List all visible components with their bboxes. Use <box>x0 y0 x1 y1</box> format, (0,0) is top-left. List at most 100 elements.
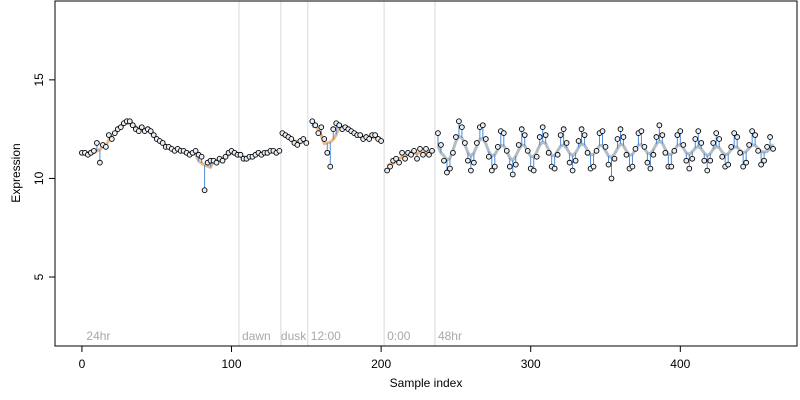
data-point <box>276 147 283 154</box>
data-point <box>468 167 474 174</box>
data-point <box>560 126 567 132</box>
data-point <box>650 151 657 158</box>
fit-lines <box>81 122 775 169</box>
data-point <box>485 153 492 160</box>
y-tick-label: 10 <box>32 171 46 185</box>
data-point <box>372 132 378 138</box>
data-point <box>378 138 384 144</box>
data-point <box>237 151 244 158</box>
data-point <box>569 167 576 174</box>
data-point <box>617 126 624 132</box>
data-point <box>551 165 558 172</box>
data-point <box>605 161 612 168</box>
data-point <box>150 132 157 138</box>
data-point <box>716 136 723 142</box>
x-tick-label: 100 <box>222 357 242 371</box>
data-point <box>324 149 331 156</box>
data-point <box>662 149 669 156</box>
data-point <box>686 165 693 172</box>
data-point <box>303 140 310 146</box>
y-axis-label: Expression <box>9 143 23 202</box>
data-point <box>728 144 735 150</box>
data-point <box>536 134 543 140</box>
data-point <box>312 122 319 129</box>
data-point <box>710 140 717 146</box>
phase-label: 48hr <box>438 329 462 343</box>
data-point <box>423 146 429 152</box>
x-axis-label: Sample index <box>390 376 463 390</box>
data-point <box>545 149 552 156</box>
data-point <box>620 134 627 140</box>
phase-label: 0:00 <box>387 329 411 343</box>
data-point <box>761 157 767 164</box>
data-point <box>402 155 408 162</box>
data-point <box>680 142 687 148</box>
x-tick-label: 0 <box>79 357 86 371</box>
y-axis: 5 10 15 <box>32 73 56 280</box>
data-point <box>135 128 142 134</box>
data-point <box>465 157 471 164</box>
data-point <box>321 136 328 142</box>
y-tick-label: 15 <box>32 73 46 87</box>
data-point <box>159 140 166 146</box>
data-point <box>701 157 708 164</box>
data-point <box>647 165 654 172</box>
data-point <box>129 122 136 129</box>
data-point <box>111 130 118 136</box>
data-point <box>420 151 426 158</box>
data-point <box>459 124 465 131</box>
data-point <box>731 130 738 136</box>
data-point <box>417 146 423 152</box>
data-point <box>450 149 456 156</box>
data-point <box>435 130 441 136</box>
data-point <box>327 163 334 170</box>
data-point <box>447 165 453 172</box>
data-point <box>599 128 606 134</box>
data-point <box>656 122 663 129</box>
data-point <box>222 153 229 160</box>
phase-label: 24hr <box>86 329 110 343</box>
plot-frame <box>54 0 798 347</box>
data-point <box>408 151 414 158</box>
data-point <box>602 144 609 150</box>
data-point <box>506 163 513 170</box>
x-tick-label: 300 <box>521 357 541 371</box>
data-point <box>366 136 373 142</box>
data-point <box>219 157 226 164</box>
data-point <box>300 136 307 142</box>
data-point <box>294 142 301 148</box>
data-point <box>533 153 540 160</box>
data-point <box>500 130 507 136</box>
data-point <box>752 132 758 138</box>
data-point <box>103 144 109 150</box>
data-point <box>581 132 588 138</box>
x-tick-label: 400 <box>670 357 690 371</box>
data-point <box>192 147 199 154</box>
data-point <box>590 163 597 170</box>
data-point <box>770 146 776 152</box>
data-point <box>638 128 645 134</box>
data-point <box>755 147 761 154</box>
fit-line <box>81 122 280 169</box>
data-point <box>471 159 477 166</box>
data-point <box>438 142 444 148</box>
data-point <box>106 132 112 138</box>
data-point <box>399 149 405 156</box>
data-point <box>521 132 528 138</box>
data-point <box>474 140 480 146</box>
data-point <box>557 132 564 138</box>
data-point <box>91 147 97 154</box>
data-point <box>494 144 501 150</box>
data-point <box>623 151 630 158</box>
data-point <box>441 157 447 164</box>
data-point <box>138 124 145 131</box>
data-point <box>429 147 435 154</box>
phase-labels: 24hr dawn dusk 12:00 0:00 48hr <box>86 329 462 343</box>
y-tick-label: 5 <box>32 273 46 280</box>
data-point <box>318 124 325 131</box>
phase-boundaries <box>238 1 436 346</box>
data-point <box>453 134 459 140</box>
data-point <box>491 163 498 170</box>
data-point <box>518 126 525 132</box>
data-point <box>719 153 726 160</box>
